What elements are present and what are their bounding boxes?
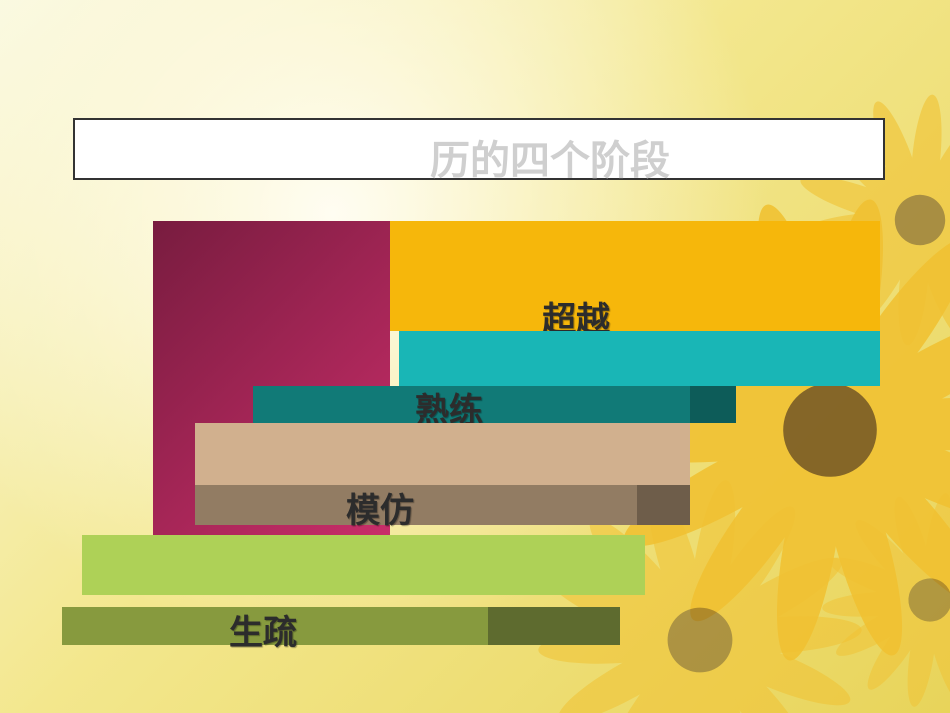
bar-imitate-label: 模仿 <box>346 483 414 532</box>
bar-unfamiliar-accent-dark <box>488 607 620 645</box>
title-text: 历的四个阶段 <box>430 128 670 186</box>
bar-unfamiliar-main <box>82 535 645 595</box>
bar-imitate-accent <box>195 485 637 525</box>
bar-surpass-main <box>390 221 880 331</box>
bar-imitate-main <box>195 423 690 485</box>
slide-stage: 历的四个阶段超越熟练模仿生疏 <box>0 0 950 713</box>
bar-unfamiliar-label: 生疏 <box>229 605 297 654</box>
bar-imitate-accent-dark <box>637 485 690 525</box>
bar-skilled-accent-dark <box>690 386 736 423</box>
bar-skilled-main <box>399 331 880 386</box>
